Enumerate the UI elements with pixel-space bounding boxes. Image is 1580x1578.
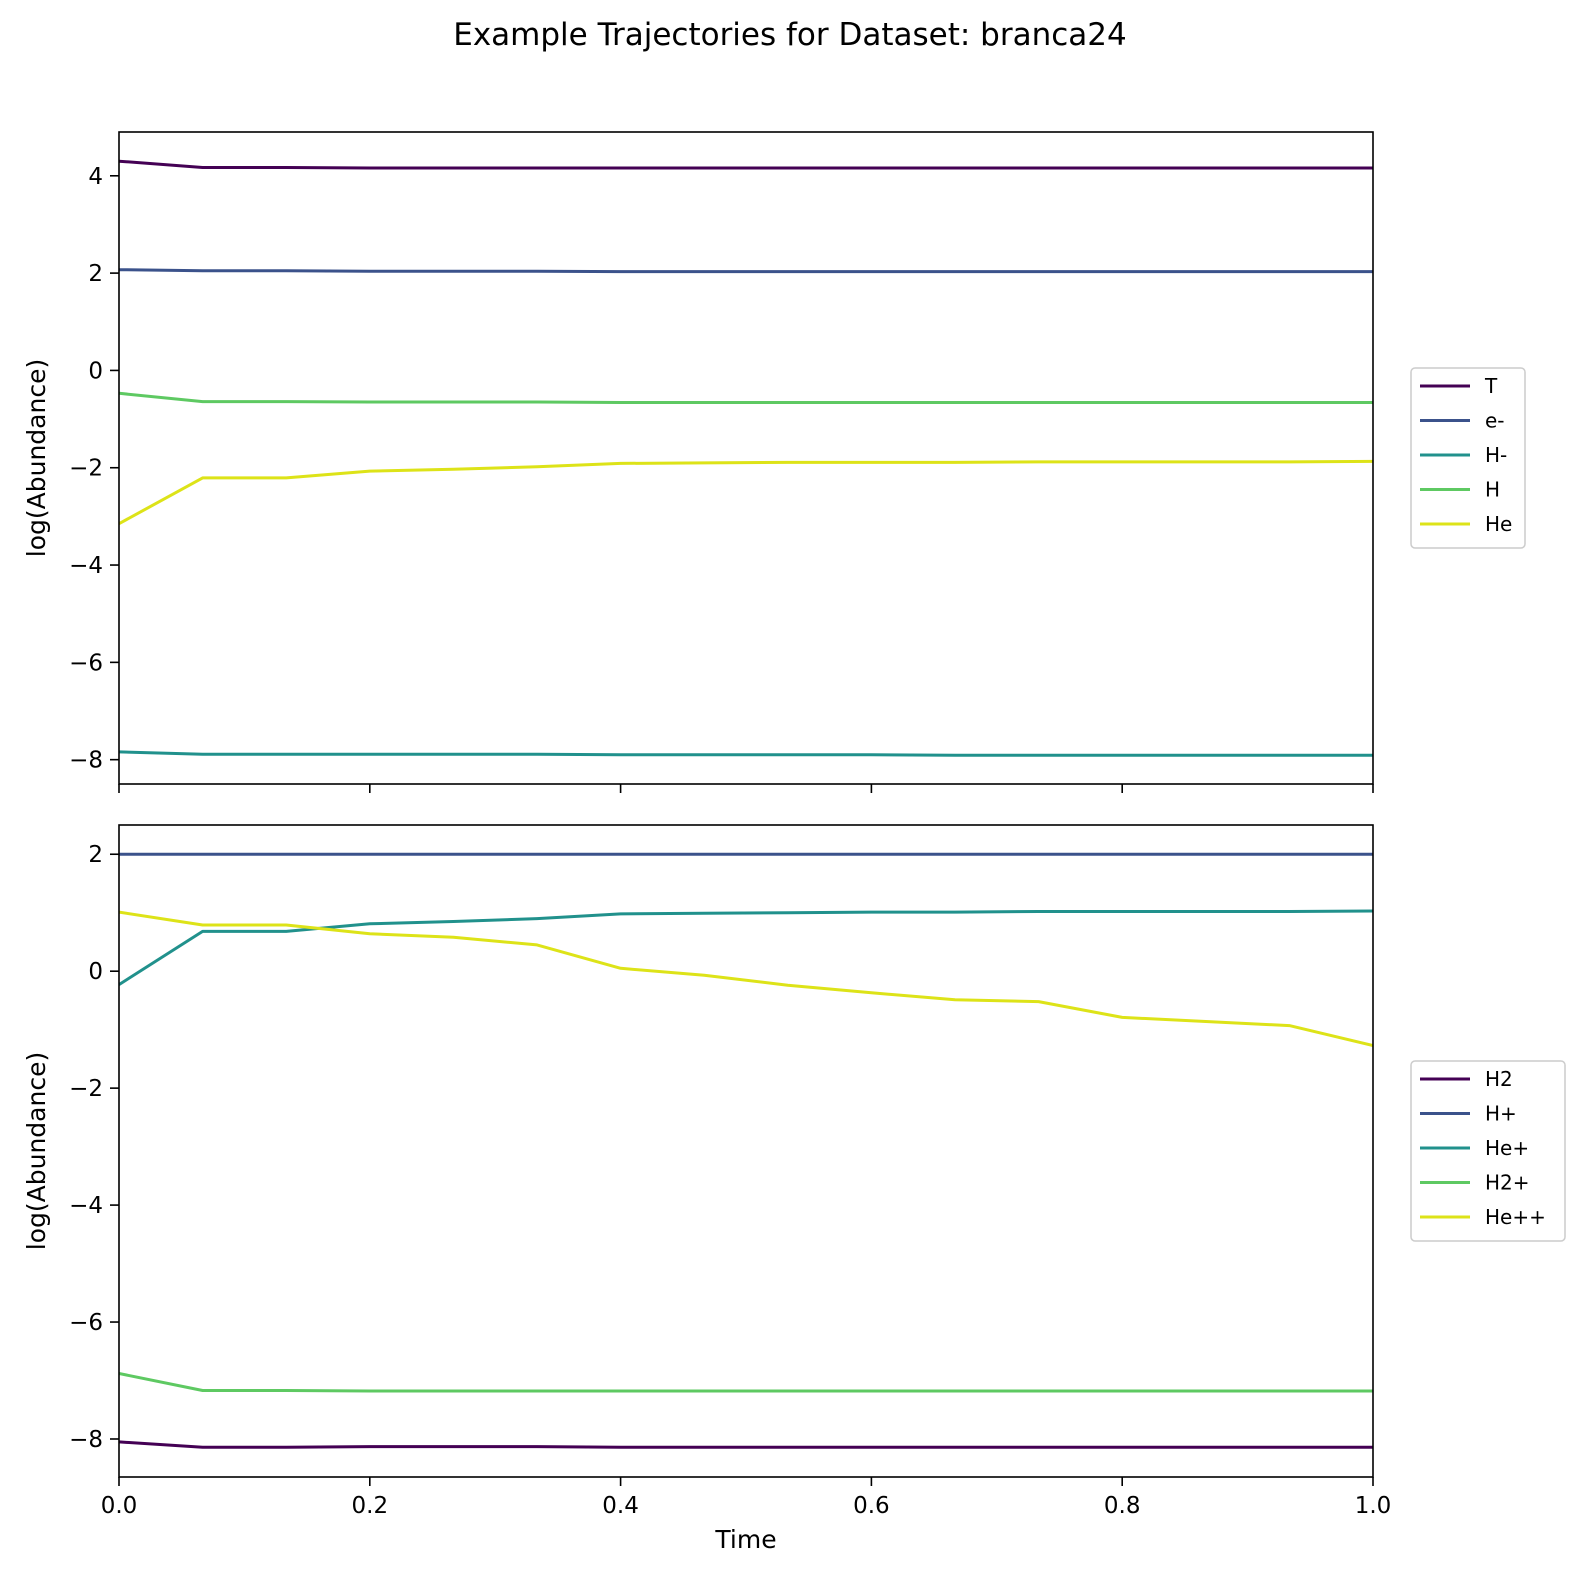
y-axis-label: log(Abundance): [22, 359, 51, 557]
series-lines: [119, 852, 1373, 1449]
top-panel: −8 −6 −4 −2 0 2 4 log(Abundance) Te- H- H He: [22, 131, 1526, 793]
axes-frame: [118, 131, 1374, 785]
y-tick-label: −8: [69, 748, 103, 774]
figure-title: Example Trajectories for Dataset: branca…: [453, 17, 1126, 53]
plot-area: [119, 132, 1373, 784]
series-line-t: [119, 159, 1373, 170]
y-axis-label: log(Abundance): [22, 1052, 51, 1250]
x-tick-label: 0.8: [1104, 1493, 1141, 1519]
plot-area: [119, 825, 1373, 1477]
y-tick-label: −4: [69, 1193, 103, 1219]
legend-label: He++: [1485, 1205, 1546, 1229]
axes-frame: [118, 824, 1374, 1478]
series-line-h2: [119, 1440, 1373, 1449]
series-line-hminus: [119, 750, 1373, 757]
y-tick-label: −2: [69, 1076, 103, 1102]
y-tick-label: 0: [88, 959, 103, 985]
x-tick-label: 0.0: [101, 1493, 138, 1519]
legend-frame: [1410, 1060, 1566, 1242]
series-lines: [119, 159, 1373, 757]
series-line-h: [119, 391, 1373, 404]
legend: H2 H+ He+ H2+ He++: [1410, 1060, 1566, 1242]
legend-label: He: [1485, 512, 1512, 536]
x-axis-label: Time: [714, 1525, 776, 1554]
legend: Te- H- H He: [1410, 367, 1526, 549]
series-line-h2plus: [119, 1372, 1373, 1393]
series-line-heplusplus: [119, 910, 1373, 1047]
legend-label: e-: [1485, 409, 1505, 433]
x-tick-label: 0.6: [853, 1493, 890, 1519]
y-tick-label: −4: [69, 553, 103, 579]
legend-label: H: [1485, 478, 1500, 502]
legend-label: H+: [1485, 1102, 1517, 1126]
x-tick-label: 0.4: [602, 1493, 639, 1519]
legend-label: He+: [1485, 1136, 1529, 1160]
legend-label: H-: [1485, 443, 1507, 467]
legend-label: H2+: [1485, 1171, 1530, 1195]
legend-label: H2: [1485, 1067, 1513, 1091]
legend-frame: [1410, 367, 1526, 549]
legend-label: T: [1484, 374, 1498, 398]
series-line-he: [119, 459, 1373, 526]
bottom-panel: 0.0 0.2 0.4 0.6 0.8 1.0 −8 −6 −4 −2 0 2 log(Abundanc…: [22, 824, 1566, 1554]
x-tick-label: 1.0: [1355, 1493, 1392, 1519]
y-tick-label: −6: [69, 650, 103, 676]
y-tick-label: −2: [69, 456, 103, 482]
series-line-heplus: [119, 909, 1373, 986]
y-tick-label: 0: [88, 358, 103, 384]
y-tick-label: 4: [88, 164, 103, 190]
x-tick-label: 0.2: [352, 1493, 389, 1519]
series-line-eminus: [119, 268, 1373, 274]
y-tick-label: 2: [88, 842, 103, 868]
y-tick-label: −8: [69, 1427, 103, 1453]
y-tick-label: −6: [69, 1310, 103, 1336]
y-tick-label: 2: [88, 261, 103, 287]
